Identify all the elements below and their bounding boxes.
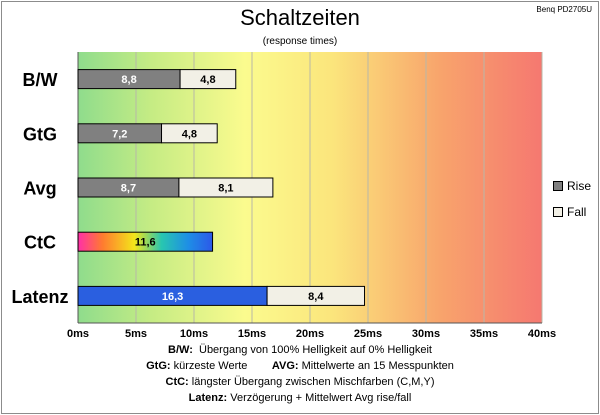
x-tick-label: 40ms (528, 328, 556, 340)
x-tick-label: 20ms (296, 328, 324, 340)
footnote-bw: B/W: Übergang von 100% Helligkeit auf 0%… (0, 342, 600, 358)
x-tick-label: 0ms (67, 328, 89, 340)
data-label-fall: 8,1 (218, 183, 233, 195)
footnote-text: Verzögerung + Mittelwert Avg rise/fall (230, 392, 412, 404)
category-label: Avg (23, 179, 56, 199)
legend-swatch-fall (553, 207, 563, 217)
x-tick-label: 25ms (354, 328, 382, 340)
footnote-ctc: CtC: längster Übergang zwischen Mischfar… (0, 374, 600, 390)
data-label-rise: 8,8 (121, 74, 136, 86)
data-label-rise: 16,3 (162, 291, 183, 303)
footnote-key: CtC: (165, 376, 189, 388)
monitor-model-label: Benq PD2705U (536, 5, 592, 14)
footnotes: B/W: Übergang von 100% Helligkeit auf 0%… (0, 342, 600, 406)
data-label-rise: 7,2 (112, 128, 127, 140)
x-tick-label: 35ms (470, 328, 498, 340)
data-label-rise: 11,6 (135, 237, 156, 249)
footnote-text: Übergang von 100% Helligkeit auf 0% Hell… (199, 344, 432, 356)
footnote-text: kürzeste Werte (173, 360, 248, 372)
footnote-latenz: Latenz: Verzögerung + Mittelwert Avg ris… (0, 390, 600, 406)
category-label: B/W (23, 70, 58, 90)
x-tick-label: 30ms (412, 328, 440, 340)
legend-swatch-rise (553, 181, 563, 191)
bar-fall (179, 69, 237, 90)
x-tick-label: 5ms (125, 328, 147, 340)
category-label: CtC (24, 233, 56, 253)
data-label-fall: 4,8 (182, 128, 197, 140)
legend-item-rise: Rise (553, 179, 591, 193)
x-tick-label: 10ms (180, 328, 208, 340)
footnote-text: Mittelwerte an 15 Messpunkten (301, 360, 454, 372)
footnote-gtg-avg: GtG: kürzeste Werte AVG: Mittelwerte an … (0, 358, 600, 374)
category-label: GtG (23, 124, 57, 144)
x-tick-label: 15ms (238, 328, 266, 340)
bar-fall (161, 123, 218, 144)
footnote-text: längster Übergang zwischen Mischfarben (… (191, 376, 435, 388)
footnote-key: AVG: (271, 360, 299, 372)
bar-fall (178, 177, 274, 198)
chart-subtitle: (response times) (262, 36, 338, 47)
data-label-rise: 8,7 (121, 183, 136, 195)
footnote-key: GtG: (146, 360, 171, 372)
bar-fall (266, 285, 366, 306)
bar-rise (77, 231, 214, 252)
data-label-fall: 4,8 (200, 74, 215, 86)
chart-title: Schaltzeiten (240, 5, 360, 30)
data-label-fall: 8,4 (308, 291, 324, 303)
legend-item-fall: Fall (553, 205, 586, 219)
category-label: Latenz (11, 287, 68, 307)
legend-label-fall: Fall (567, 205, 587, 219)
legend-label-rise: Rise (567, 179, 592, 193)
footnote-key: B/W: (168, 344, 193, 356)
footnote-key: Latenz: (188, 392, 228, 404)
